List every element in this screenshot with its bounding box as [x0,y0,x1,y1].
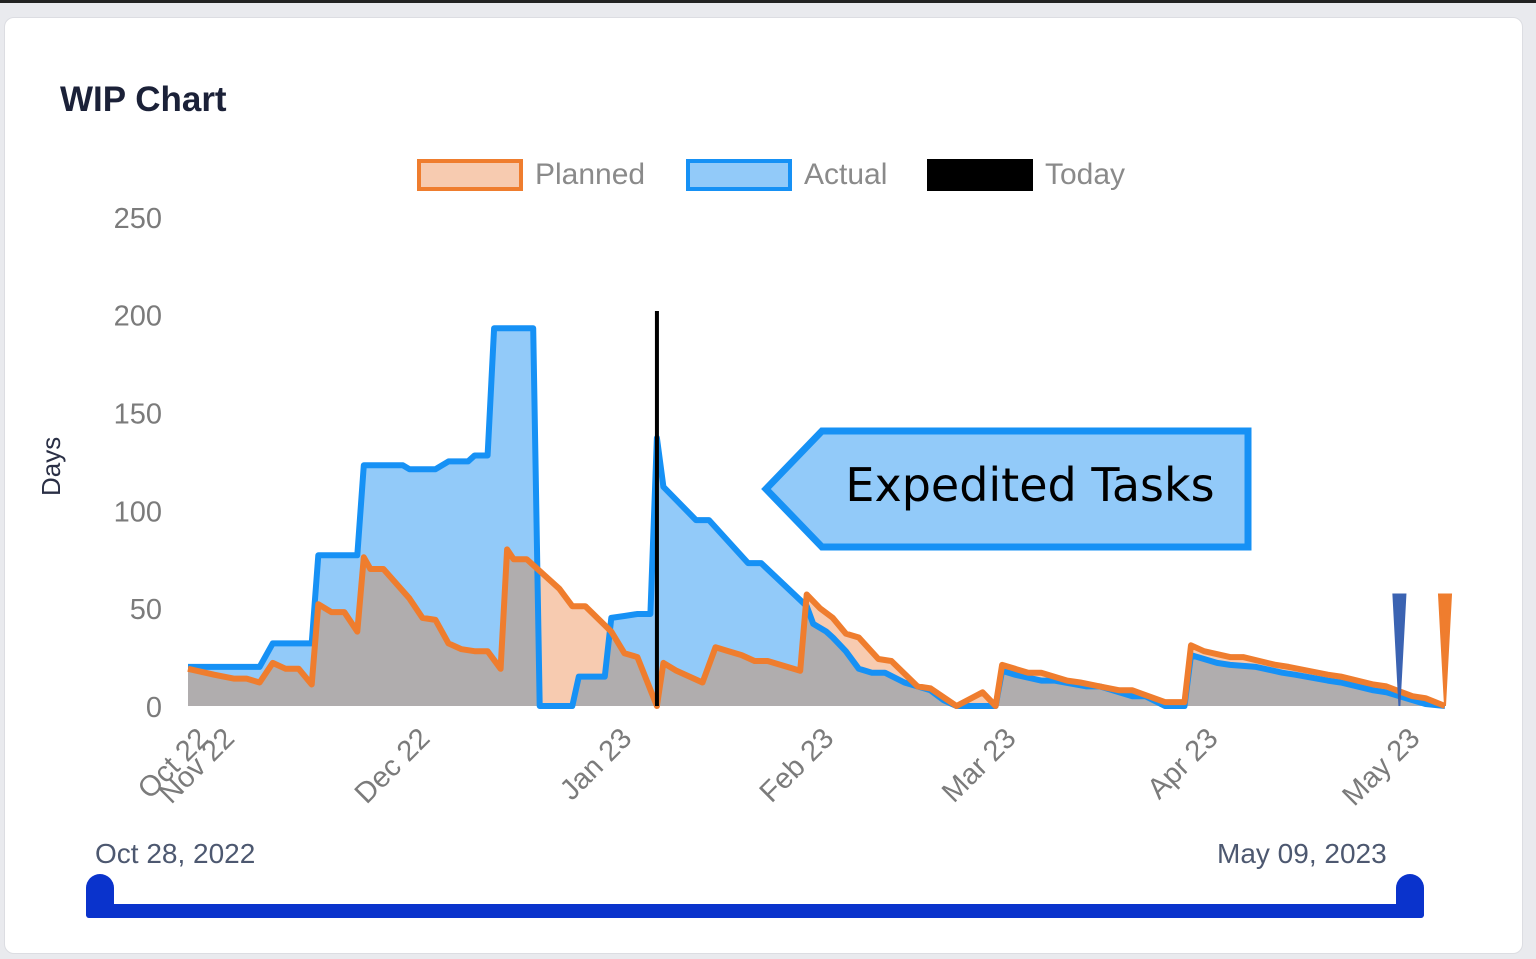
slider-start-handle[interactable] [86,874,114,918]
expedited-tasks-callout [761,427,1252,551]
y-tick-label: 0 [146,692,162,724]
end-marker-planned [1437,593,1453,707]
y-axis-ticks: 0 50 100 150 200 250 [114,203,162,724]
legend-item-planned[interactable]: Planned [417,152,645,198]
actual-line [188,325,1446,709]
y-tick-label: 100 [114,496,162,528]
legend-swatch-actual [686,159,792,191]
y-tick-label: 250 [114,203,162,235]
legend-label-planned: Planned [535,158,646,191]
chart-areas [187,311,1453,709]
x-tick-label: Jan 23 [554,722,638,806]
range-start-label: Oct 28, 2022 [95,838,256,869]
date-range-slider[interactable] [86,870,1424,920]
y-tick-label: 150 [114,398,162,430]
end-marker-actual [1392,593,1407,707]
x-tick-label: May 23 [1336,722,1426,812]
legend-label-actual: Actual [804,158,888,191]
chart-legend: Planned Actual Today [0,152,1536,198]
y-tick-label: 200 [114,301,162,333]
x-tick-label: Feb 23 [754,722,840,808]
planned-line [187,546,1447,709]
legend-label-today: Today [1045,158,1126,191]
x-tick-label: Apr 23 [1141,722,1224,805]
window-top-border [0,0,1536,3]
range-end-label: May 09, 2023 [1217,838,1387,869]
legend-swatch-planned [417,159,523,191]
chart-title: WIP Chart [60,80,227,119]
slider-end-handle[interactable] [1396,874,1424,918]
callout-label: Expedited Tasks [845,458,1215,512]
x-tick-label: Mar 23 [936,722,1022,808]
legend-item-today[interactable]: Today [927,152,1125,198]
y-tick-label: 50 [130,594,162,626]
x-tick-label: Dec 22 [349,722,437,810]
legend-item-actual[interactable]: Actual [686,152,887,198]
legend-swatch-today [927,159,1033,191]
slider-track[interactable] [86,904,1424,918]
